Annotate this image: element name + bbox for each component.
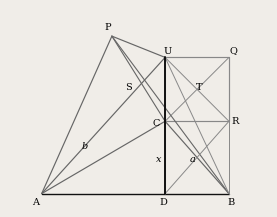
- Text: a: a: [190, 155, 196, 164]
- Text: S: S: [125, 83, 132, 92]
- Text: x: x: [156, 155, 161, 164]
- Text: D: D: [159, 198, 167, 207]
- Text: P: P: [104, 23, 111, 32]
- Text: C: C: [153, 119, 160, 128]
- Text: U: U: [163, 46, 171, 56]
- Text: R: R: [232, 117, 239, 126]
- Text: T: T: [196, 83, 202, 92]
- Text: B: B: [227, 198, 235, 207]
- Text: b: b: [81, 142, 87, 151]
- Text: A: A: [32, 198, 39, 207]
- Text: Q: Q: [229, 46, 237, 56]
